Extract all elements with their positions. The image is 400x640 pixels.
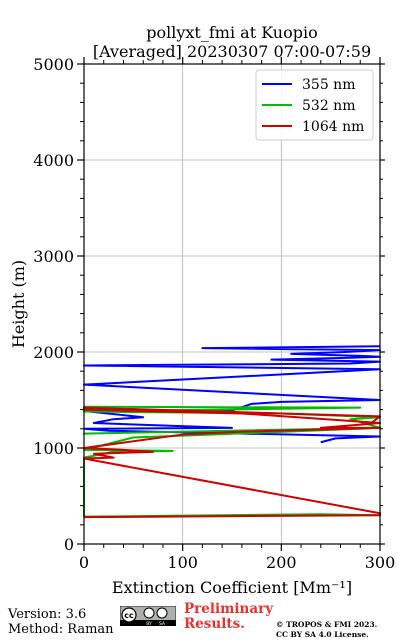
x-tick-label: 200 [266, 553, 297, 572]
legend-label-2: 532 nm [302, 98, 355, 114]
preliminary-notice: Preliminary Results. [184, 602, 273, 632]
svg-text:BY: BY [146, 621, 152, 626]
cc-icon [121, 607, 137, 623]
chart-subtitle: [Averaged] 20230307 07:00-07:59 [93, 42, 371, 61]
version-text: Version: 3.6 [8, 607, 87, 622]
sa-icon [156, 607, 168, 619]
legend-label-1: 355 nm [302, 77, 355, 93]
copyright-line2: CC BY SA 4.0 License. [276, 630, 369, 639]
series-line-1 [83, 345, 381, 444]
y-tick-label: 4000 [33, 151, 74, 170]
svg-text:SA: SA [159, 621, 166, 626]
legend-box [255, 69, 374, 141]
y-tick-label: 1000 [33, 439, 74, 458]
cc-license-badge: cc BY SA [120, 606, 176, 626]
x-axis-label: Extinction Coefficient [Mm⁻¹] [112, 578, 352, 597]
copyright-line1: © TROPOS & FMI 2023. [276, 620, 378, 629]
y-tick-label: 0 [64, 535, 74, 554]
x-tick-label: 0 [79, 553, 89, 572]
by-icon [143, 607, 155, 619]
svg-text:cc: cc [124, 611, 134, 620]
method-text: Method: Raman [8, 622, 114, 637]
preliminary-line1: Preliminary [184, 601, 274, 617]
chart-title: pollyxt_fmi at Kuopio [146, 23, 317, 42]
y-axis-label: Height (m) [9, 260, 28, 348]
preliminary-line2: Results. [184, 616, 245, 632]
series-layer [83, 345, 381, 519]
series-line-2 [83, 405, 381, 518]
x-tick-label: 100 [167, 553, 198, 572]
y-tick-label: 2000 [33, 343, 74, 362]
x-tick-label: 300 [365, 553, 396, 572]
legend-label-3: 1064 nm [302, 119, 364, 135]
plot-frame [83, 63, 381, 545]
legend: 355 nm 532 nm 1064 nm [255, 69, 374, 141]
y-tick-label: 3000 [33, 247, 74, 266]
y-tick-label: 5000 [33, 55, 74, 74]
copyright-notice: © TROPOS & FMI 2023. CC BY SA 4.0 Licens… [276, 620, 377, 640]
